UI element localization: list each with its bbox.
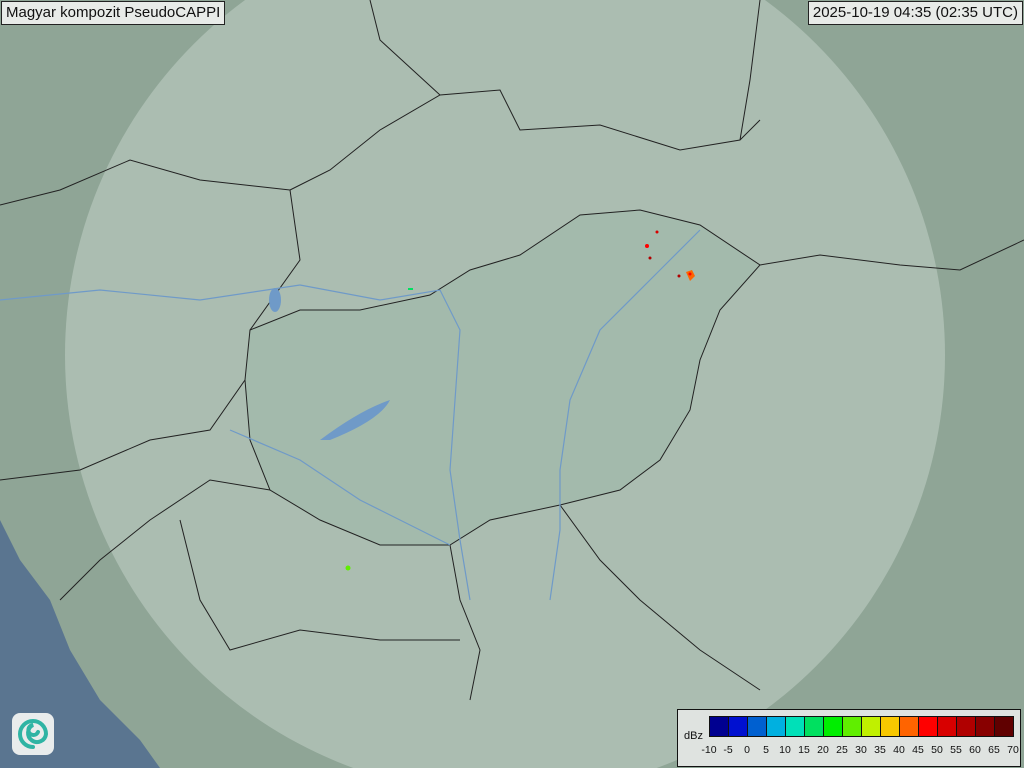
legend-swatch bbox=[748, 717, 767, 736]
legend-tick-label: 65 bbox=[988, 744, 1000, 756]
hungary-region bbox=[245, 210, 760, 545]
legend-unit: dBz bbox=[684, 730, 703, 742]
legend-tick-label: 0 bbox=[744, 744, 750, 756]
legend-tick-label: 40 bbox=[893, 744, 905, 756]
timestamp: 2025-10-19 04:35 (02:35 UTC) bbox=[807, 1, 1023, 25]
rivers bbox=[0, 229, 701, 601]
legend-swatch bbox=[938, 717, 957, 736]
legend-tick-label: 25 bbox=[836, 744, 848, 756]
legend-swatch bbox=[767, 717, 786, 736]
legend-color-bar bbox=[709, 716, 1014, 737]
product-title: Magyar kompozit PseudoCAPPI bbox=[1, 1, 226, 25]
legend-tick-label: 45 bbox=[912, 744, 924, 756]
legend-swatch bbox=[995, 717, 1013, 736]
legend-swatch bbox=[710, 717, 729, 736]
legend-swatch bbox=[919, 717, 938, 736]
legend-tick-label: 55 bbox=[950, 744, 962, 756]
legend-tick-label: 30 bbox=[855, 744, 867, 756]
legend-tick-label: 60 bbox=[969, 744, 981, 756]
legend-swatch bbox=[900, 717, 919, 736]
legend-swatch bbox=[805, 717, 824, 736]
legend-tick-label: 35 bbox=[874, 744, 886, 756]
lake-neusiedl bbox=[269, 288, 281, 312]
legend-tick-label: 50 bbox=[931, 744, 943, 756]
legend-ticks: -10 -5 0 5 10 15 20 25 30 35 40 45 50 55 60 65 70 bbox=[701, 742, 1018, 762]
adriatic-sea bbox=[0, 520, 160, 768]
legend-swatch bbox=[729, 717, 748, 736]
legend-swatch bbox=[957, 717, 976, 736]
legend-swatch bbox=[976, 717, 995, 736]
lake-balaton bbox=[320, 400, 390, 440]
color-legend: dBz -10 -5 0 5 10 15 20 25 30 35 40 45 50 55 60 65 70 bbox=[677, 709, 1021, 767]
legend-tick-label: 20 bbox=[817, 744, 829, 756]
legend-tick-label: 10 bbox=[779, 744, 791, 756]
legend-tick-label: 15 bbox=[798, 744, 810, 756]
swirl-logo-icon bbox=[12, 713, 54, 755]
legend-swatch bbox=[786, 717, 805, 736]
legend-swatch bbox=[843, 717, 862, 736]
legend-tick-label: 5 bbox=[763, 744, 769, 756]
legend-tick-label: 70 bbox=[1007, 744, 1019, 756]
legend-swatch bbox=[862, 717, 881, 736]
legend-swatch bbox=[824, 717, 843, 736]
legend-tick-label: -10 bbox=[701, 744, 717, 756]
legend-tick-label: -5 bbox=[723, 744, 733, 756]
country-borders bbox=[0, 0, 1024, 701]
radar-echoes bbox=[345, 230, 695, 571]
legend-swatch bbox=[881, 717, 900, 736]
